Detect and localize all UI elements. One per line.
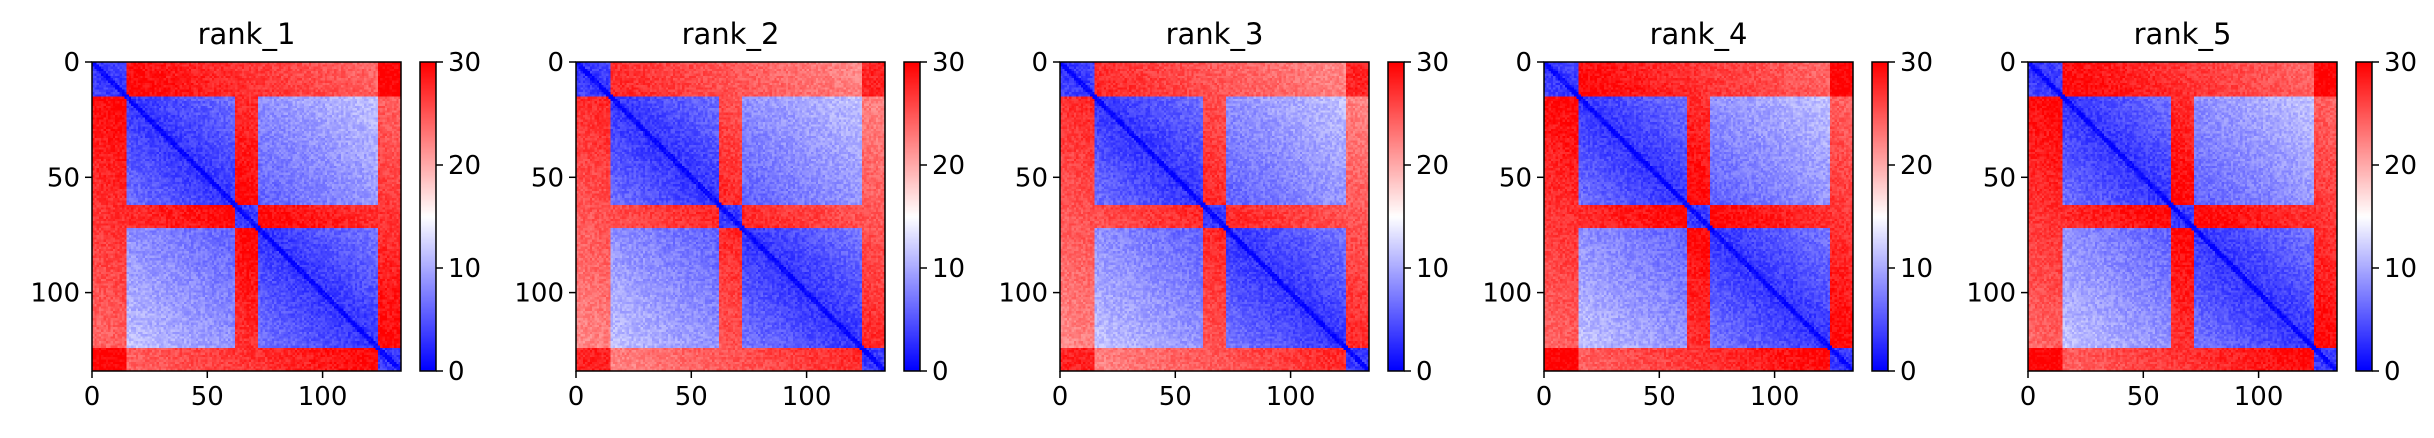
- colorbar: [1388, 62, 1404, 371]
- x-tick-label: 50: [1159, 382, 1192, 412]
- colorbar-tick-label: 30: [1416, 48, 1449, 78]
- colorbar: [1872, 62, 1888, 371]
- heatmap-image: [92, 62, 401, 371]
- colorbar-tick-label: 20: [1416, 151, 1449, 181]
- y-tick-label: 50: [1499, 163, 1532, 193]
- axes-frame: [91, 61, 402, 372]
- colorbar-tick-label: 10: [448, 254, 481, 284]
- y-tick-label: 100: [998, 279, 1048, 309]
- colorbar: [420, 62, 436, 371]
- y-tick-label: 100: [1966, 279, 2016, 309]
- x-tick-label: 100: [1750, 382, 1800, 412]
- colorbar-tick-label: 10: [1900, 254, 1933, 284]
- colorbar-tick-label: 0: [2384, 357, 2401, 387]
- axes-frame: [1543, 61, 1854, 372]
- x-tick-label: 50: [191, 382, 224, 412]
- y-tick-label: 0: [1999, 48, 2016, 78]
- axes-frame: [575, 61, 886, 372]
- colorbar: [904, 62, 920, 371]
- colorbar-tick-label: 20: [932, 151, 965, 181]
- x-tick-label: 0: [2020, 382, 2037, 412]
- colorbar-frame: [419, 61, 437, 372]
- y-tick-label: 0: [1031, 48, 1048, 78]
- axes-frame: [2027, 61, 2338, 372]
- heatmap-image: [2028, 62, 2337, 371]
- colorbar-tick-label: 20: [1900, 151, 1933, 181]
- colorbar-tick-label: 30: [1900, 48, 1933, 78]
- panel-title: rank_3: [1166, 17, 1264, 51]
- x-tick-label: 50: [2127, 382, 2160, 412]
- colorbar-frame: [1387, 61, 1405, 372]
- colorbar-frame: [1871, 61, 1889, 372]
- panel-title: rank_2: [682, 17, 780, 51]
- colorbar: [2356, 62, 2372, 371]
- x-tick-label: 0: [1052, 382, 1069, 412]
- y-tick-label: 50: [47, 163, 80, 193]
- y-tick-label: 100: [30, 279, 80, 309]
- colorbar-tick-label: 10: [932, 254, 965, 284]
- colorbar-tick-label: 20: [2384, 151, 2417, 181]
- colorbar-tick-label: 10: [1416, 254, 1449, 284]
- y-tick-label: 50: [1983, 163, 2016, 193]
- colorbar-tick-label: 30: [932, 48, 965, 78]
- y-tick-label: 50: [1015, 163, 1048, 193]
- y-tick-label: 0: [1515, 48, 1532, 78]
- colorbar-tick-label: 10: [2384, 254, 2417, 284]
- colorbar-tick-label: 30: [448, 48, 481, 78]
- heatmap-image: [1544, 62, 1853, 371]
- x-tick-label: 0: [1536, 382, 1553, 412]
- x-tick-label: 0: [84, 382, 101, 412]
- heatmap-image: [576, 62, 885, 371]
- heatmap-image: [1060, 62, 1369, 371]
- x-tick-label: 0: [568, 382, 585, 412]
- x-tick-label: 100: [1266, 382, 1316, 412]
- x-tick-label: 100: [782, 382, 832, 412]
- panel-title: rank_1: [198, 17, 296, 51]
- x-tick-label: 100: [2234, 382, 2284, 412]
- heatmap-panel: rank_5 0 50 100 0 50 100 0 10 20 30: [1966, 17, 2417, 412]
- y-tick-label: 50: [531, 163, 564, 193]
- x-tick-label: 50: [1643, 382, 1676, 412]
- colorbar-tick-label: 0: [448, 357, 465, 387]
- y-tick-label: 100: [514, 279, 564, 309]
- axes-frame: [1059, 61, 1370, 372]
- y-tick-label: 100: [1482, 279, 1532, 309]
- colorbar-tick-label: 20: [448, 151, 481, 181]
- heatmap-panel: rank_3 0 50 100 0 50 100 0 10 20 30: [998, 17, 1449, 412]
- y-tick-label: 0: [63, 48, 80, 78]
- panel-title: rank_5: [2134, 17, 2232, 51]
- colorbar-tick-label: 0: [1900, 357, 1917, 387]
- x-tick-label: 100: [298, 382, 348, 412]
- heatmap-panel: rank_2 0 50 100 0 50 100 0 10 20 30: [514, 17, 965, 412]
- heatmap-panel: rank_1 0 50 100 0 50 100 0 10 20 30: [30, 17, 481, 412]
- y-tick-label: 0: [547, 48, 564, 78]
- x-tick-label: 50: [675, 382, 708, 412]
- colorbar-frame: [903, 61, 921, 372]
- panel-title: rank_4: [1650, 17, 1748, 51]
- colorbar-tick-label: 0: [1416, 357, 1433, 387]
- colorbar-frame: [2355, 61, 2373, 372]
- colorbar-tick-label: 0: [932, 357, 949, 387]
- heatmap-panel: rank_4 0 50 100 0 50 100 0 10 20 30: [1482, 17, 1933, 412]
- colorbar-tick-label: 30: [2384, 48, 2417, 78]
